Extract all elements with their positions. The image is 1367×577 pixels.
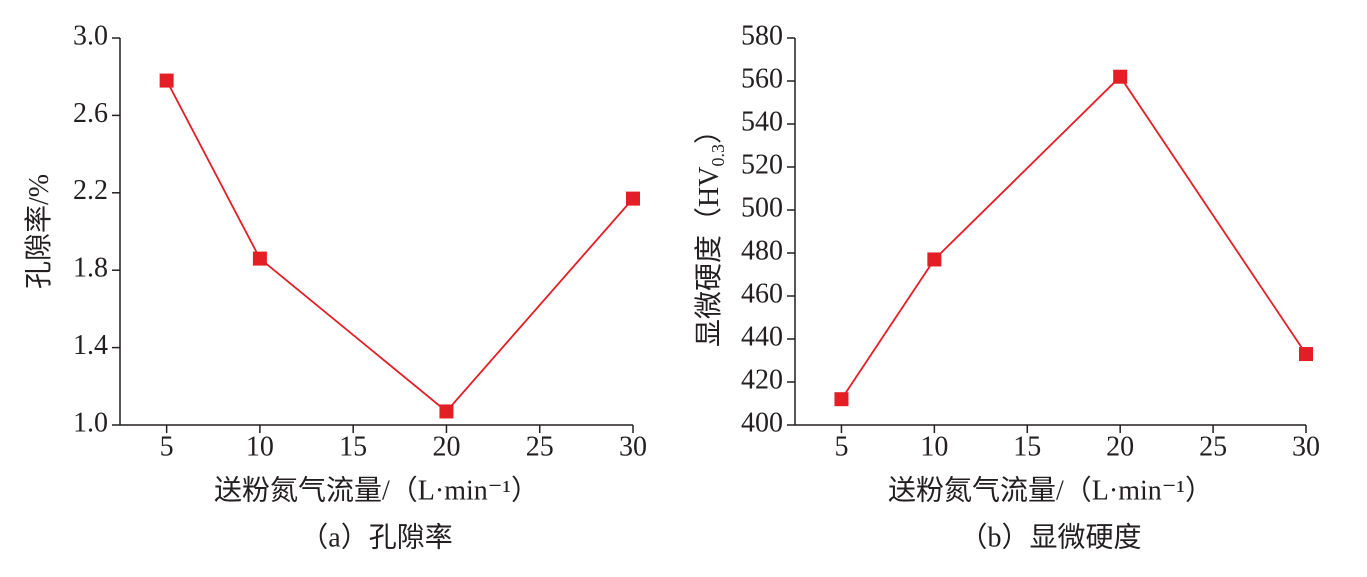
y-tick-label: 400 [741,407,783,438]
marker [834,392,849,407]
marker [159,73,174,88]
x-tick-label: 5 [160,431,174,462]
y-axis-label-main: 显微硬度（HV [693,167,725,347]
y-tick-label: 540 [741,106,783,137]
chart: 400 420 440 460 480 500 520 540 560 580 5 10 15 20 25 3… [693,20,1320,553]
x-tick-label: 20 [1106,431,1134,462]
y-tick-label: 1.8 [73,253,108,284]
x-tick-label: 10 [920,431,948,462]
y-tick-label: 520 [741,149,783,180]
line [165,80,634,413]
marker [1113,69,1128,84]
x-tick-label: 5 [834,431,848,462]
marker [252,251,267,266]
marker [1299,347,1313,362]
caption: （b）显微硬度 [959,521,1141,553]
x-axis-label: 送粉氮气流量/（L·min⁻¹） [888,474,1213,506]
y-tick-label: 560 [741,63,783,94]
y-tick-label: 460 [741,278,783,309]
y-axis-label-main: 孔隙率/% [23,174,55,289]
marker [439,404,454,419]
y-tick-label: 420 [741,364,783,395]
y-axis-label: 孔隙率/% [23,174,55,289]
x-tick-label: 30 [619,431,647,462]
x-tick-label: 25 [526,431,554,462]
chart: 1.0 1.4 1.8 2.2 2.6 3.0 5 10 15 20 25 30 送粉氮气流量/（L·m… [23,20,647,553]
y-tick-label: 2.2 [73,175,108,206]
x-tick-label: 15 [339,431,367,462]
y-tick-label: 580 [741,20,783,51]
y-tick-label: 440 [741,321,783,352]
y-axis-label: 显微硬度（HV0.3） [693,116,728,347]
marker [927,252,942,267]
caption: （a）孔隙率 [300,521,452,553]
line [840,75,1307,400]
y-tick-label: 2.6 [73,98,108,129]
x-tick-label: 25 [1199,431,1227,462]
x-tick-label: 20 [432,431,460,462]
x-tick-label: 15 [1013,431,1041,462]
y-axis-label-end: ） [693,116,725,144]
x-tick-label: 30 [1292,431,1320,462]
y-axis-label-sub: 0.3 [708,144,728,167]
y-tick-label: 480 [741,235,783,266]
x-axis-label: 送粉氮气流量/（L·min⁻¹） [214,474,539,506]
x-tick-label: 10 [246,431,274,462]
marker [626,191,640,206]
y-tick-label: 1.0 [73,407,108,438]
y-tick-label: 500 [741,192,783,223]
y-tick-label: 3.0 [73,20,108,51]
y-tick-label: 1.4 [73,330,108,361]
